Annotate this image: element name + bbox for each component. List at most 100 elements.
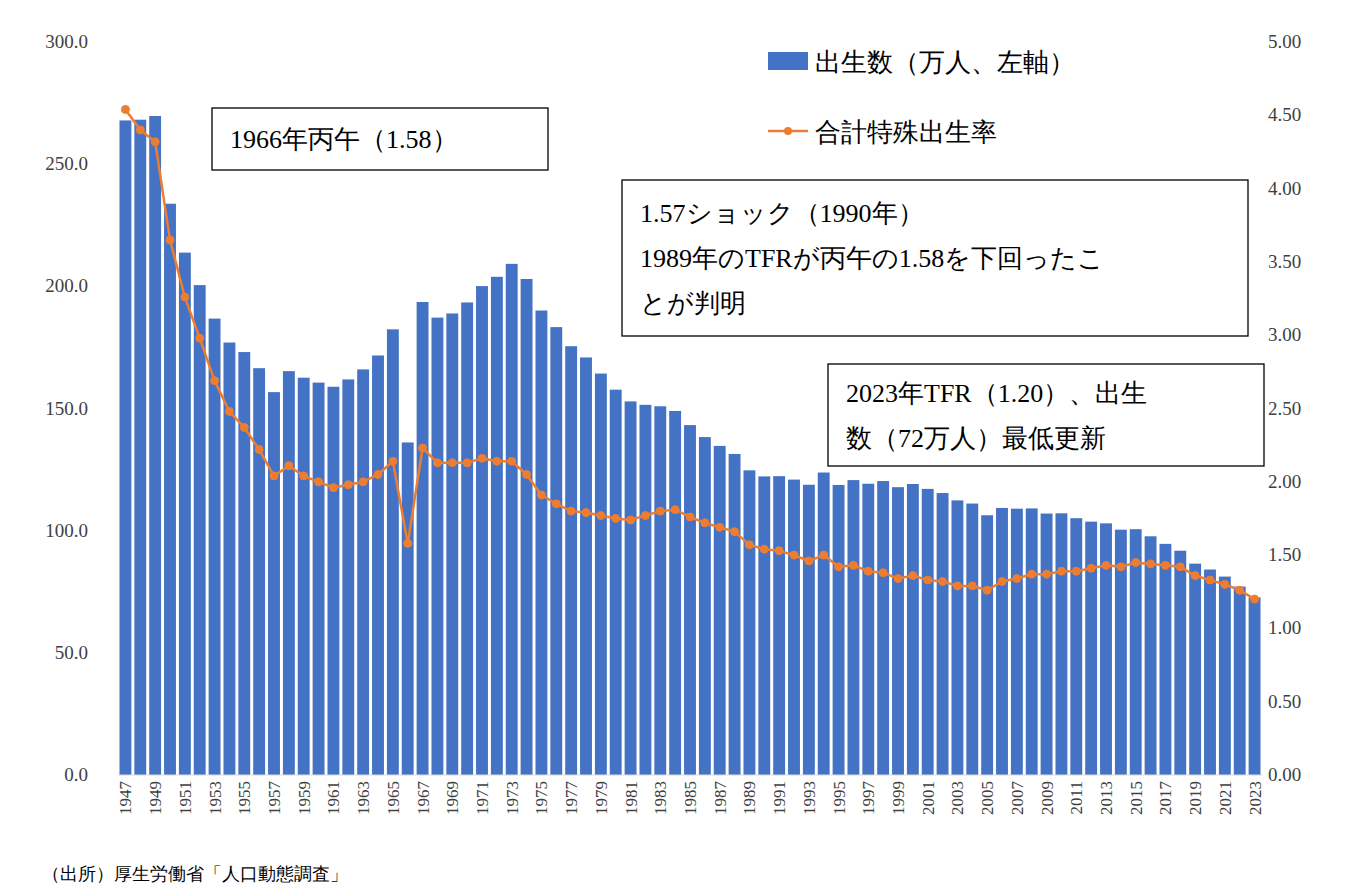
marker	[1013, 575, 1021, 583]
marker	[1072, 567, 1080, 575]
bar	[1055, 513, 1067, 775]
bar	[922, 489, 934, 775]
x-tick-label: 1973	[503, 781, 522, 815]
bar	[476, 286, 488, 775]
bar	[951, 500, 963, 775]
marker	[924, 576, 932, 584]
y-tick-label: 0.0	[64, 764, 88, 785]
marker	[983, 586, 991, 594]
bar	[1219, 577, 1231, 775]
legend-marker	[784, 127, 792, 135]
y2-tick-label: 0.50	[1268, 691, 1301, 712]
marker	[1176, 563, 1184, 571]
marker	[805, 557, 813, 565]
y2-tick	[1262, 115, 1266, 116]
bar	[298, 378, 310, 775]
y-tick	[114, 164, 118, 165]
marker	[1236, 586, 1244, 594]
x-tick-label: 1963	[354, 781, 373, 815]
bar	[654, 406, 666, 775]
y-tick	[114, 408, 118, 409]
bar	[1249, 597, 1261, 775]
y2-tick	[1262, 42, 1266, 43]
bar	[788, 480, 800, 775]
legend-swatch	[768, 52, 808, 70]
y2-tick	[1262, 628, 1266, 629]
marker	[344, 481, 352, 489]
line	[125, 109, 1254, 599]
marker	[1251, 595, 1259, 603]
marker	[433, 459, 441, 467]
bar	[595, 374, 607, 775]
bar	[327, 387, 339, 775]
marker	[537, 491, 545, 499]
marker	[136, 126, 144, 134]
x-tick-label: 1949	[146, 781, 165, 815]
marker	[835, 563, 843, 571]
bar	[981, 515, 993, 775]
bar	[387, 329, 399, 775]
y2-tick-label: 0.00	[1268, 764, 1301, 785]
marker	[329, 484, 337, 492]
bar	[431, 318, 443, 775]
bar	[149, 116, 161, 775]
marker	[1102, 561, 1110, 569]
bar	[134, 120, 146, 775]
bar	[1159, 544, 1171, 775]
x-tick-label: 1947	[116, 781, 135, 816]
bar	[223, 343, 235, 775]
bar	[669, 411, 681, 775]
y-tick	[114, 775, 118, 776]
legend-label: 出生数（万人、左軸）	[815, 47, 1075, 77]
marker	[820, 551, 828, 559]
bar	[862, 484, 874, 775]
y2-tick-label: 1.50	[1268, 544, 1301, 565]
marker	[151, 138, 159, 146]
x-tick-label: 1983	[651, 781, 670, 815]
chart: 0.050.0100.0150.0200.0250.0300.00.000.50…	[0, 0, 1354, 894]
annotation-box	[622, 180, 1248, 336]
marker	[864, 567, 872, 575]
marker	[671, 506, 679, 514]
x-tick-label: 1999	[889, 781, 908, 815]
bar	[684, 425, 696, 775]
bar	[937, 493, 949, 775]
source: （出所）厚生労働省「人口動態調査」	[42, 863, 348, 884]
bar	[758, 476, 770, 775]
bar	[966, 504, 978, 775]
bar	[625, 401, 637, 775]
y-tick-label: 300.0	[45, 31, 88, 52]
bar	[1070, 518, 1082, 775]
y-tick-label: 200.0	[45, 275, 88, 296]
marker	[686, 513, 694, 521]
marker	[627, 516, 635, 524]
bar	[1115, 530, 1127, 775]
x-tick-label: 2007	[1008, 781, 1027, 816]
x-tick-label: 1951	[176, 781, 195, 815]
x-tick-label: 2001	[919, 781, 938, 815]
bar	[996, 508, 1008, 775]
bar	[610, 390, 622, 775]
annotation-text: 数（72万人）最低更新	[846, 424, 1106, 453]
y2-tick	[1262, 188, 1266, 189]
marker	[760, 545, 768, 553]
bar	[1145, 536, 1157, 775]
y2-tick-label: 3.00	[1268, 324, 1301, 345]
y2-tick-label: 1.00	[1268, 617, 1301, 638]
x-tick-label: 2003	[948, 781, 967, 815]
marker	[478, 454, 486, 462]
marker	[225, 407, 233, 415]
annotation: 2023年TFR（1.20）、出生数（72万人）最低更新	[828, 364, 1264, 466]
x-tick-label: 2011	[1067, 781, 1086, 814]
y-tick	[114, 652, 118, 653]
bar	[833, 485, 845, 775]
bar	[907, 484, 919, 775]
x-tick-label: 1969	[443, 781, 462, 815]
bar	[1189, 564, 1201, 775]
marker	[790, 551, 798, 559]
x-tick-label: 1971	[473, 781, 492, 815]
bar	[446, 313, 458, 775]
marker	[404, 539, 412, 547]
annotation-text: 2023年TFR（1.20）、出生	[846, 379, 1147, 408]
bar	[313, 383, 325, 775]
